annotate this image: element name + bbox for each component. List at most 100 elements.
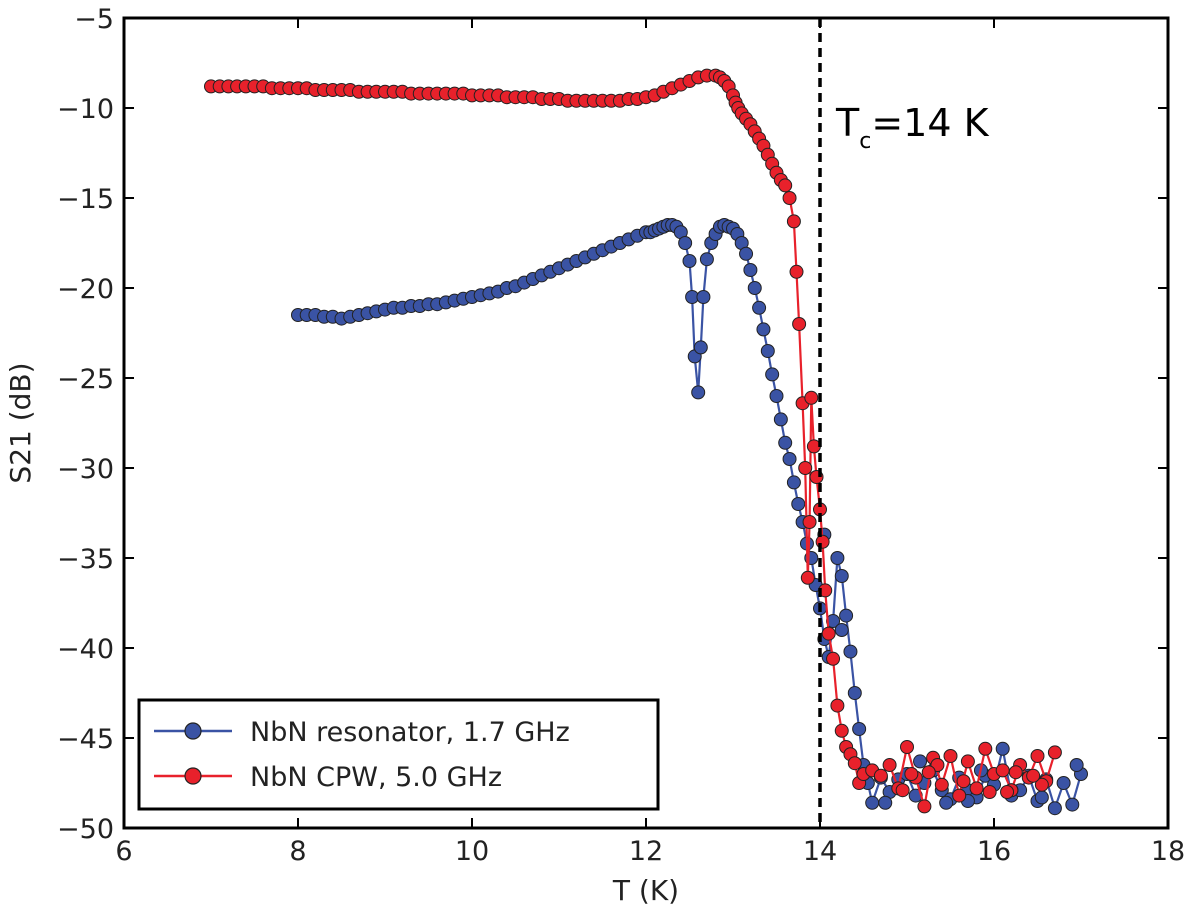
series-1-point [821,626,836,641]
series-0-point [826,614,841,628]
series-0-point [834,623,849,637]
series-0-point [995,741,1010,756]
legend-box [137,698,660,811]
series-1-point [789,264,804,279]
y-axis-label: S21 (dB) [4,362,37,483]
series-0-point [791,497,806,511]
series-1-point [1026,768,1041,783]
series-1-point [786,214,801,229]
y-tick-label--5: −5 [74,4,114,35]
series-0-point [1047,801,1062,816]
series-1-point [982,785,997,799]
series-0-point [878,795,893,810]
series-1-point [978,741,993,756]
y-tick-label--25: −25 [57,364,114,395]
series-1-point [956,774,971,789]
series-0-point [691,385,706,400]
x-tick-label-14: 14 [803,836,837,867]
series-0-point [834,569,849,583]
series-0-point [782,452,797,466]
series-1-point [900,740,914,754]
series-1-point [798,461,813,475]
series-0-point [913,754,928,769]
series-0-point [682,254,697,268]
series-1-point [782,191,797,205]
series-1-point [882,758,897,772]
series-1-point [826,651,841,666]
x-tick-label-6: 6 [115,836,132,867]
series-1-point [952,788,967,803]
series-0-point [830,551,845,565]
series-0-point [1034,790,1049,805]
series-1-point [904,767,919,781]
series-0-point [778,435,793,450]
series-0-point [678,236,693,250]
series-1-point [834,723,849,738]
legend-marker-resonator [184,722,202,740]
series-0-point [696,290,711,304]
series-1-point [792,317,807,331]
tc-annotation: Tc=14 K [835,101,990,154]
series-1-point [802,515,817,529]
ticks-layer: 6 8 10 12 14 16 18 −50 −45 −40 −35 −30 −25 −20 −15 −10 −… [57,4,1185,867]
series-1-point [804,390,819,405]
legend-label-cpw: NbN CPW, 5.0 GHz [250,762,502,793]
series-layer [204,68,1088,816]
series-0-point [852,722,867,736]
series-1-point [960,754,975,769]
series-1-point [830,698,845,713]
y-tick-label--10: −10 [57,94,114,125]
series-0-point [847,686,862,700]
series-1-point [969,781,984,796]
series-1-point [1047,745,1062,760]
y-tick-label--20: −20 [57,274,114,305]
y-tick-label--40: −40 [57,634,114,665]
y-tick-label--50: −50 [57,814,114,845]
series-0-point [939,795,954,810]
series-1-point [1030,749,1045,763]
series-1-point [995,763,1010,778]
series-1-point [800,570,815,585]
series-0-point [839,608,854,623]
series-0-point [739,246,754,261]
series-1 [204,68,1062,814]
x-axis-label: T (K) [612,874,679,907]
y-tick-label--30: −30 [57,454,114,485]
series-1-point [917,799,932,814]
y-tick-label--45: −45 [57,724,114,755]
x-tick-label-16: 16 [977,836,1011,867]
series-0-point [743,263,758,277]
series-0-point [760,344,775,358]
series-1-point [943,749,958,763]
series-1-point [1034,777,1049,792]
series-0-point [1069,758,1084,772]
series-1-point [934,777,949,792]
series-1-point [1008,765,1023,780]
y-tick-label--35: −35 [57,544,114,575]
series-0-point [756,322,771,337]
series-0-point [865,795,880,810]
series-0-point [752,300,767,315]
series-0-point [1065,797,1080,812]
legend: NbN resonator, 1.7 GHz NbN CPW, 5.0 GHz [137,698,660,811]
series-1-point [1000,785,1015,799]
series-0-point [765,367,780,382]
series-0-point [1056,776,1071,790]
series-1-point [847,756,862,771]
series-0-point [773,412,788,427]
series-0-point [843,644,858,659]
series-0-point [693,340,708,355]
y-tick-label--15: −15 [57,184,114,215]
series-0-point [786,475,801,490]
x-tick-label-12: 12 [629,836,663,867]
series-0-point [747,281,762,295]
series-1-point [921,765,936,780]
series-0-point [769,389,784,403]
x-tick-label-8: 8 [289,836,306,867]
x-tick-label-10: 10 [455,836,489,867]
tc-annotation-sub: c [859,129,871,154]
series-0-point [699,252,714,267]
series-1-point [873,768,888,783]
tc-annotation-main: T [835,101,860,145]
